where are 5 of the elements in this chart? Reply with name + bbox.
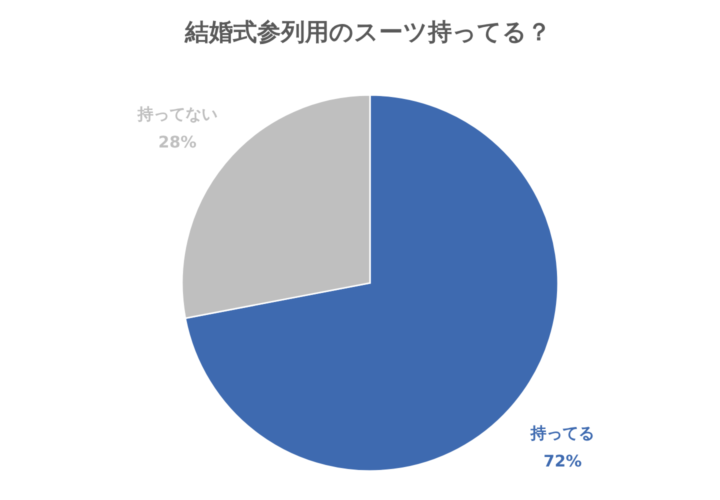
- slice-label: 持ってない: [136, 104, 218, 124]
- data-label: 28%: [158, 132, 196, 152]
- chart-title: 結婚式参列用のスーツ持ってる？: [184, 18, 551, 46]
- slice-label: 持ってる: [530, 423, 595, 442]
- data-label: 72%: [544, 451, 582, 470]
